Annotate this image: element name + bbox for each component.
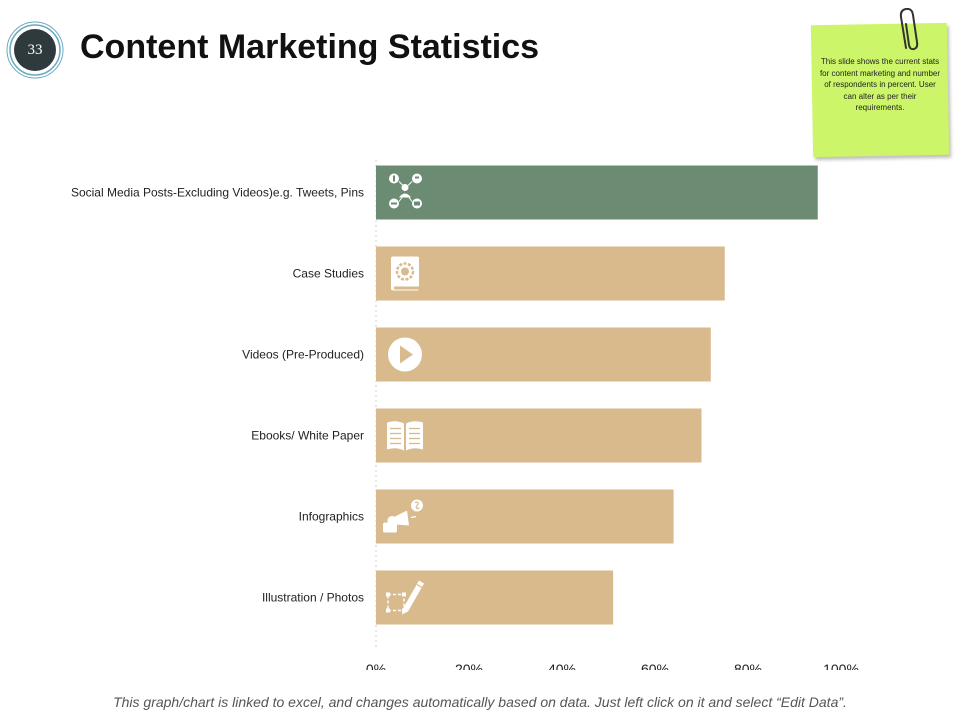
category-label-3: Videos (Pre-Produced) [242,348,364,362]
bar-3 [376,327,711,382]
bar-4 [376,408,702,463]
slide-number-badge [5,20,65,80]
pencil-icon [386,580,424,615]
x-tick-label-1: 0% [366,661,386,670]
case-study-icon [391,256,419,291]
x-tick-label-4: 60% [641,661,669,670]
category-label-6: Illustration / Photos [262,591,364,605]
paperclip-icon [899,8,919,51]
page-title: Content Marketing Statistics [80,28,540,66]
megaphone-icon [383,499,423,533]
x-tick-label-2: 20% [455,661,483,670]
book-icon [387,421,423,451]
category-label-2: Case Studies [293,267,364,281]
footer-note: This graph/chart is linked to excel, and… [113,694,847,710]
bar-5 [376,489,674,544]
sticky-note: This slide shows the current stats for c… [805,8,955,168]
social-media-icon [389,173,422,209]
slide-number: 33 [27,41,43,58]
category-label-1: Social Media Posts-Excluding Videos)e.g.… [71,186,364,200]
bar-chart: Social Media Posts-Excluding Videos)e.g.… [71,160,859,670]
x-tick-label-3: 40% [548,661,576,670]
x-tick-label-6: 100% [823,661,859,670]
play-icon [388,337,422,372]
bar-2 [376,246,725,301]
category-label-5: Infographics [299,510,364,524]
category-label-4: Ebooks/ White Paper [251,429,364,443]
sticky-note-text: This slide shows the current stats for c… [819,57,941,112]
bar-1 [376,165,818,220]
x-tick-label-5: 80% [734,661,762,670]
